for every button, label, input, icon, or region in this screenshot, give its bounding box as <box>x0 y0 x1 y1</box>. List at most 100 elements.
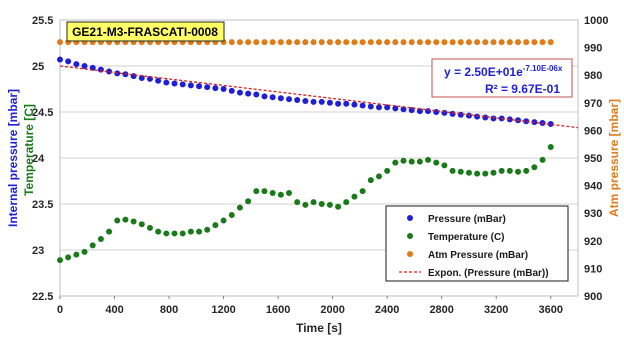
data-point <box>245 198 252 205</box>
data-point <box>515 168 522 175</box>
plot-area <box>59 19 579 297</box>
x-axis-title: Time [s] <box>296 321 342 335</box>
x-tick-label: 1600 <box>266 304 290 316</box>
y-left-tick-label: 22.5 <box>32 291 53 303</box>
y-left-tick-label: 23 <box>32 245 44 257</box>
data-point <box>523 39 530 46</box>
legend-items: Pressure (mBar) Temperature (C) Atm Pressu… <box>399 214 549 279</box>
legend-swatch <box>407 251 413 257</box>
chart-title: GE21-M3-FRASCATI-0008 <box>72 25 218 39</box>
data-point <box>367 39 374 46</box>
data-point <box>449 110 456 117</box>
data-point <box>97 66 104 73</box>
x-tick-label: 3600 <box>538 304 562 316</box>
data-point <box>196 83 203 90</box>
data-point <box>204 84 211 91</box>
data-point <box>228 212 235 219</box>
data-point <box>482 39 489 46</box>
data-point <box>155 77 162 84</box>
data-point <box>326 201 333 208</box>
data-point <box>187 82 194 89</box>
legend-label: Expon. (Pressure (mBar)) <box>428 268 549 279</box>
data-point <box>343 39 350 46</box>
data-point <box>441 162 448 169</box>
data-point <box>474 170 481 177</box>
data-point <box>57 39 63 46</box>
data-point <box>506 167 513 174</box>
data-point <box>523 118 530 125</box>
y-right-axis-title: Atm pressure [mbar] <box>607 99 621 217</box>
data-point <box>400 39 407 46</box>
data-point <box>465 39 472 46</box>
data-point <box>392 39 399 46</box>
data-point <box>474 39 481 46</box>
data-point <box>490 169 497 176</box>
data-point <box>310 98 317 105</box>
data-point <box>441 39 448 46</box>
data-point <box>138 221 145 228</box>
data-point <box>294 39 301 46</box>
x-tick-label: 1200 <box>211 304 235 316</box>
data-point <box>318 39 325 46</box>
data-point <box>474 113 481 120</box>
data-point <box>326 99 333 106</box>
data-point <box>359 102 366 109</box>
data-point <box>375 173 382 180</box>
data-point <box>335 39 342 46</box>
x-tick-label: 0 <box>57 304 63 316</box>
data-point <box>253 39 260 46</box>
data-point <box>547 143 554 150</box>
data-point <box>171 80 178 87</box>
data-point <box>277 191 284 198</box>
data-point <box>171 230 178 237</box>
data-point <box>326 39 333 46</box>
y-right-tick-label: 950 <box>584 153 602 165</box>
y-right-tick-label: 920 <box>584 236 602 248</box>
y-right-tick-label: 940 <box>584 181 602 193</box>
data-point <box>294 199 301 206</box>
data-point <box>220 217 227 224</box>
data-point <box>498 167 505 174</box>
data-point <box>465 169 472 176</box>
legend-label: Pressure (mBar) <box>428 214 506 225</box>
data-point <box>73 251 80 258</box>
y-right-tick-label: 1000 <box>584 15 608 27</box>
legend-item: Atm Pressure (mBar) <box>407 250 528 261</box>
legend-swatch <box>407 233 413 239</box>
data-point <box>106 68 113 75</box>
legend-item: Pressure (mBar) <box>407 214 506 225</box>
data-point <box>89 242 96 249</box>
data-point <box>547 120 554 127</box>
y-left-tick-label: 24 <box>32 153 45 165</box>
data-point <box>179 81 186 88</box>
data-point <box>490 115 497 122</box>
data-point <box>65 254 72 261</box>
data-point <box>228 87 235 94</box>
series-3 <box>59 65 579 129</box>
data-point <box>261 188 268 195</box>
data-point <box>97 235 104 242</box>
data-point <box>146 224 153 231</box>
data-point <box>539 156 546 163</box>
data-point <box>457 111 464 118</box>
data-point <box>343 199 350 206</box>
data-point <box>400 157 407 164</box>
trendline-r-squared: R² = 9.67E-01 <box>485 82 560 96</box>
ticks-layer: 22.5 23 23.5 24 24.5 25 25.5 900 910 920 930 940 950… <box>32 15 608 316</box>
data-point <box>269 189 276 196</box>
data-point <box>433 159 440 166</box>
y-right-tick-label: 970 <box>584 98 602 110</box>
legend-item: Temperature (C) <box>407 232 505 243</box>
data-point <box>245 90 252 97</box>
data-point <box>245 39 252 46</box>
data-point <box>375 39 382 46</box>
data-point <box>531 164 538 171</box>
data-point <box>204 226 211 233</box>
series-1 <box>57 143 554 264</box>
data-point <box>482 170 489 177</box>
data-point <box>359 39 366 46</box>
legend-label: Temperature (C) <box>428 232 505 243</box>
y-right-tick-label: 930 <box>584 208 602 220</box>
data-point <box>277 39 284 46</box>
data-point <box>302 201 309 208</box>
